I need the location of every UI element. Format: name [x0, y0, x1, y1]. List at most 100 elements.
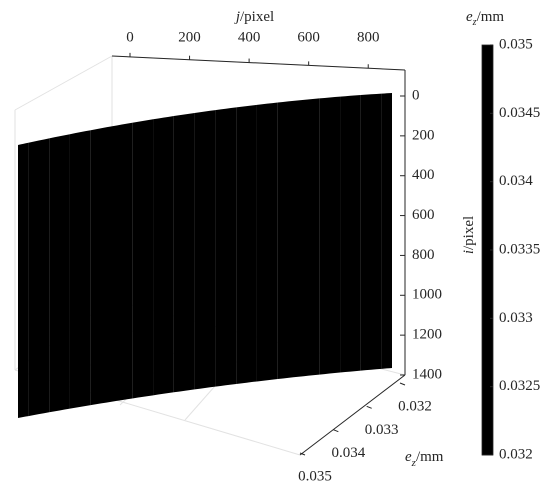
colorbar-cell: [482, 305, 493, 311]
colorbar-cell: [482, 160, 493, 166]
x-axis-label: j/pixel: [234, 9, 274, 25]
z-axis-label: ez/mm: [405, 449, 444, 468]
colorbar-cell: [482, 45, 493, 51]
colorbar-tick-label: 0.033: [499, 310, 533, 326]
surface-strip: [277, 100, 299, 380]
colorbar-cell: [482, 50, 493, 56]
colorbar-tick-label: 0.035: [499, 36, 533, 52]
y-tick-label: 1400: [412, 366, 442, 382]
colorbar-cell: [482, 345, 493, 351]
colorbar-cell: [482, 205, 493, 211]
colorbar-cell: [482, 95, 493, 101]
colorbar-cell: [482, 90, 493, 96]
colorbar-cell: [482, 200, 493, 206]
colorbar-cell: [482, 80, 493, 86]
colorbar-cell: [482, 330, 493, 336]
colorbar-cell: [482, 155, 493, 161]
colorbar-cell: [482, 115, 493, 121]
colorbar-cell: [482, 145, 493, 151]
surface-strip: [69, 130, 91, 409]
colorbar-cell: [482, 350, 493, 356]
colorbar-cell: [482, 380, 493, 386]
colorbar-cell: [482, 360, 493, 366]
colorbar-cell: [482, 295, 493, 301]
surface-strip: [18, 142, 29, 418]
colorbar-cell: [482, 450, 493, 456]
colorbar-cell: [482, 365, 493, 371]
colorbar-cell: [482, 275, 493, 281]
surface-strip: [194, 110, 216, 390]
y-tick-label: 1200: [412, 327, 442, 343]
colorbar-cell: [482, 190, 493, 196]
surface-strip: [298, 98, 320, 377]
colorbar-cell: [482, 440, 493, 446]
colorbar-cell: [482, 170, 493, 176]
colorbar-tick-label: 0.032: [499, 446, 533, 462]
colorbar-cell: [482, 140, 493, 146]
colorbar-cell: [482, 410, 493, 416]
colorbar-cell: [482, 395, 493, 401]
colorbar-cell: [482, 70, 493, 76]
y-tick-label: 800: [412, 247, 435, 263]
surface-strip: [256, 102, 278, 382]
colorbar-cell: [482, 400, 493, 406]
colorbar-cell: [482, 265, 493, 271]
colorbar-cell: [482, 315, 493, 321]
colorbar-cell: [482, 150, 493, 156]
colorbar-tick-label: 0.0325: [499, 378, 540, 394]
colorbar: [481, 44, 494, 456]
colorbar-cell: [482, 175, 493, 181]
colorbar-cell: [482, 165, 493, 171]
colorbar-cell: [482, 425, 493, 431]
colorbar-cell: [482, 110, 493, 116]
colorbar-cell: [482, 280, 493, 286]
z-tick-label: 0.034: [331, 445, 365, 461]
colorbar-cell: [482, 420, 493, 426]
surface-strip: [340, 95, 361, 373]
colorbar-cell: [482, 250, 493, 256]
colorbar-cell: [482, 405, 493, 411]
y-tick-label: 1000: [412, 287, 442, 303]
surface-strip: [111, 122, 133, 402]
colorbar-cell: [482, 225, 493, 231]
colorbar-label: ez/mm: [466, 9, 504, 28]
y-tick-label: 200: [412, 127, 435, 143]
surface: [18, 93, 392, 418]
colorbar-cell: [482, 120, 493, 126]
colorbar-cell: [482, 220, 493, 226]
surface-strip: [381, 93, 392, 369]
z-tick-label: 0.033: [365, 422, 399, 438]
y-axis-label: i/pixel: [461, 216, 477, 254]
colorbar-cell: [482, 285, 493, 291]
z-tick: [333, 429, 339, 433]
colorbar-tick-label: 0.034: [499, 173, 533, 189]
surface-strip: [49, 134, 70, 413]
colorbar-cell: [482, 435, 493, 441]
z-tick: [299, 452, 306, 456]
x-tick-label: 800: [357, 29, 380, 45]
colorbar-cell: [482, 320, 493, 326]
z-tick-label: 0.035: [298, 468, 332, 484]
x-tick-label: 600: [297, 29, 320, 45]
colorbar-cell: [482, 260, 493, 266]
colorbar-cell: [482, 55, 493, 61]
surface-strip: [319, 96, 341, 375]
colorbar-cell: [482, 100, 493, 106]
y-tick-label: 400: [412, 167, 435, 183]
x-tick-label: 0: [126, 29, 134, 45]
colorbar-cell: [482, 270, 493, 276]
colorbar-cell: [482, 85, 493, 91]
colorbar-cell: [482, 215, 493, 221]
z-tick: [366, 405, 372, 409]
surface-strip: [360, 93, 382, 371]
colorbar-cell: [482, 375, 493, 381]
surface-strip: [173, 112, 195, 393]
colorbar-cell: [482, 240, 493, 246]
colorbar-cell: [482, 125, 493, 131]
colorbar-cell: [482, 105, 493, 111]
colorbar-cell: [482, 385, 493, 391]
colorbar-tick-label: 0.0345: [499, 105, 540, 121]
colorbar-cell: [482, 445, 493, 451]
x-tick-label: 400: [238, 29, 261, 45]
